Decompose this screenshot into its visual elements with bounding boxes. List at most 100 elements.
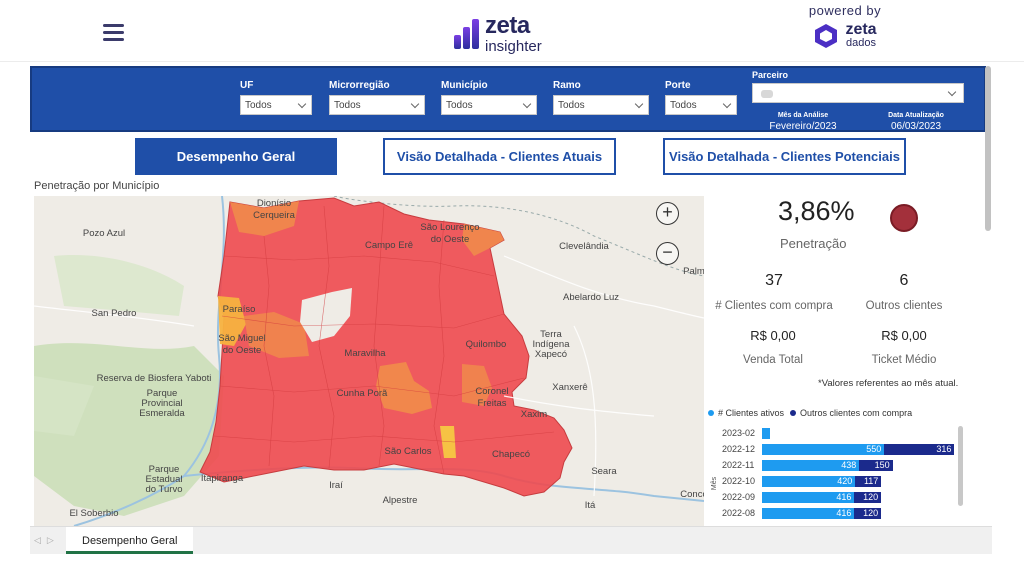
legend-dot-clientes-ativos bbox=[708, 410, 714, 416]
clientes-atuais-button[interactable]: Visão Detalhada - Clientes Atuais bbox=[383, 138, 616, 175]
report-canvas: UF Todos Microrregião Todos Município To… bbox=[30, 62, 992, 528]
filter-ramo[interactable]: Ramo Todos bbox=[553, 80, 649, 115]
map-place-label: Paraíso bbox=[223, 304, 256, 315]
chart-legend: # Clientes ativos Outros clientes com co… bbox=[708, 408, 912, 418]
chart-scrollbar[interactable] bbox=[958, 426, 963, 506]
chart-category-label: 2022-08 bbox=[722, 508, 756, 518]
chart-category-label: 2022-11 bbox=[722, 460, 755, 470]
ticket-medio-value: R$ 0,00 bbox=[881, 328, 927, 343]
outros-clientes-label: Outros clientes bbox=[865, 300, 943, 312]
page-scrollbar[interactable] bbox=[984, 62, 992, 528]
chart-bar-clientes-ativos[interactable] bbox=[762, 428, 771, 439]
map-place-label: Provincial bbox=[141, 398, 182, 409]
map-place-label: Xanxerê bbox=[552, 382, 587, 393]
penetracao-value: 3,86% bbox=[778, 196, 855, 226]
mes-analise-label: Mês da Análise bbox=[777, 112, 829, 119]
map-place-label: São Carlos bbox=[385, 446, 432, 457]
map-place-label: do Turvo bbox=[146, 484, 183, 495]
map-place-label: Seara bbox=[591, 466, 617, 477]
data-atualizacao-value: 06/03/2023 bbox=[890, 121, 942, 132]
parceiro-label: Parceiro bbox=[752, 70, 789, 80]
legend-label-outros-clientes: Outros clientes com compra bbox=[800, 408, 913, 418]
filter-municipio-dropdown[interactable]: Todos bbox=[441, 95, 537, 115]
map-place-label: Iraí bbox=[329, 480, 343, 491]
map-place-label: Dionísio bbox=[257, 198, 291, 209]
map-place-label: Parque bbox=[149, 464, 180, 475]
filter-municipio[interactable]: Município Todos bbox=[441, 80, 537, 115]
zeta-dados-hex-icon bbox=[815, 23, 838, 48]
map-place-label: Quilombo bbox=[466, 339, 507, 350]
chart-bar-clientes-ativos[interactable]: 420 bbox=[762, 476, 856, 487]
legend-dot-outros-clientes bbox=[790, 410, 797, 416]
map-place-label: São Lourenço bbox=[420, 222, 479, 233]
chart-bar-outros-clientes[interactable]: 117 bbox=[855, 476, 882, 487]
map-place-label: Esmeralda bbox=[139, 408, 185, 419]
filter-ramo-dropdown[interactable]: Todos bbox=[553, 95, 649, 115]
chart-bar-row: 2022-10 420 117 bbox=[708, 476, 968, 488]
filter-uf-dropdown[interactable]: Todos bbox=[240, 95, 312, 115]
penetration-map[interactable]: Dionísio Cerqueira Pozo Azul São Lourenço do… bbox=[34, 196, 704, 526]
map-title: Penetração por Município bbox=[34, 180, 160, 192]
outros-clientes-value: 6 bbox=[899, 272, 909, 289]
filter-uf[interactable]: UF Todos bbox=[240, 80, 312, 115]
chart-bar-row: 2022-08 416 120 bbox=[708, 508, 968, 520]
chart-category-label: 2022-10 bbox=[722, 476, 756, 486]
parceiro-dropdown[interactable] bbox=[752, 83, 964, 103]
map-place-label: Parque bbox=[147, 388, 178, 399]
mes-analise: Mês da Análise Fevereiro/2023 bbox=[760, 112, 846, 132]
map-place-label: Estadual bbox=[146, 474, 183, 485]
clientes-com-compra-value: 37 bbox=[765, 272, 783, 289]
map-place-label: São Miguel bbox=[218, 333, 266, 344]
kpi-panel: 3,86% Penetração 37 # Clientes com compr… bbox=[708, 188, 992, 528]
menu-icon[interactable] bbox=[103, 24, 124, 42]
filter-label: Ramo bbox=[553, 80, 581, 91]
map-place-label: Maravilha bbox=[344, 348, 386, 359]
app-header: zeta insighter powered by zeta dados bbox=[0, 0, 1024, 62]
filter-microrregiao[interactable]: Microrregião Todos bbox=[329, 80, 425, 115]
map-place-label: Pozo Azul bbox=[83, 228, 125, 239]
filter-label: Município bbox=[441, 80, 488, 91]
map-place-label: Xaxim bbox=[521, 409, 547, 420]
chart-category-label: 2023-02 bbox=[722, 428, 756, 438]
filter-porte[interactable]: Porte Todos bbox=[665, 80, 737, 115]
tab-nav-arrows-icon[interactable]: ◁▷ bbox=[34, 535, 60, 545]
chart-bar-outros-clientes[interactable]: 120 bbox=[854, 492, 882, 503]
map-place-label: El Soberbio bbox=[69, 508, 118, 519]
logo-word: zeta bbox=[485, 12, 530, 39]
filter-parceiro[interactable]: Parceiro bbox=[752, 70, 964, 103]
zeta-insighter-logo: zeta insighter bbox=[454, 14, 542, 54]
data-atualizacao: Data Atualização 06/03/2023 bbox=[878, 112, 954, 132]
chart-bar-outros-clientes[interactable]: 120 bbox=[854, 508, 882, 519]
powered-sub: dados bbox=[846, 37, 876, 49]
venda-total-label: Venda Total bbox=[743, 354, 803, 366]
chart-bar-row: 2022-09 416 120 bbox=[708, 492, 968, 504]
chart-bar-clientes-ativos[interactable]: 416 bbox=[762, 508, 855, 519]
chart-bar-clientes-ativos[interactable]: 550 bbox=[762, 444, 885, 455]
legend-label-clientes-ativos: # Clientes ativos bbox=[718, 408, 785, 418]
monthly-clients-bar-chart: Mês 2023-02 2022-12 550 316 2022-11 438 150 202… bbox=[708, 422, 978, 528]
filter-microrregiao-dropdown[interactable]: Todos bbox=[329, 95, 425, 115]
clientes-potenciais-button[interactable]: Visão Detalhada - Clientes Potenciais bbox=[663, 138, 906, 175]
desempenho-geral-button[interactable]: Desempenho Geral bbox=[135, 138, 337, 175]
map-place-label: Freitas bbox=[477, 398, 506, 409]
map-place-label: do Oeste bbox=[431, 234, 470, 245]
zoom-in-button[interactable]: + bbox=[656, 202, 679, 225]
page-scrollbar-thumb[interactable] bbox=[985, 66, 991, 231]
data-atualizacao-label: Data Atualização bbox=[888, 112, 944, 119]
chart-category-label: 2022-12 bbox=[722, 444, 756, 454]
zoom-out-button[interactable]: − bbox=[656, 242, 679, 265]
chart-bar-outros-clientes[interactable]: 316 bbox=[884, 444, 955, 455]
map-place-label: Concó bbox=[680, 489, 704, 500]
mes-analise-value: Fevereiro/2023 bbox=[769, 121, 837, 132]
powered-by: powered by zeta dados bbox=[800, 3, 890, 49]
filter-porte-dropdown[interactable]: Todos bbox=[665, 95, 737, 115]
map-place-label: Cunha Porã bbox=[337, 388, 388, 399]
map-place-label: Itá bbox=[585, 500, 596, 511]
tab-desempenho-geral[interactable]: Desempenho Geral bbox=[66, 527, 194, 554]
chart-bar-clientes-ativos[interactable]: 438 bbox=[762, 460, 860, 471]
filter-band: UF Todos Microrregião Todos Município To… bbox=[30, 66, 986, 132]
chart-bar-clientes-ativos[interactable]: 416 bbox=[762, 492, 855, 503]
venda-total-value: R$ 0,00 bbox=[750, 328, 796, 343]
chart-bar-outros-clientes[interactable]: 150 bbox=[859, 460, 893, 471]
